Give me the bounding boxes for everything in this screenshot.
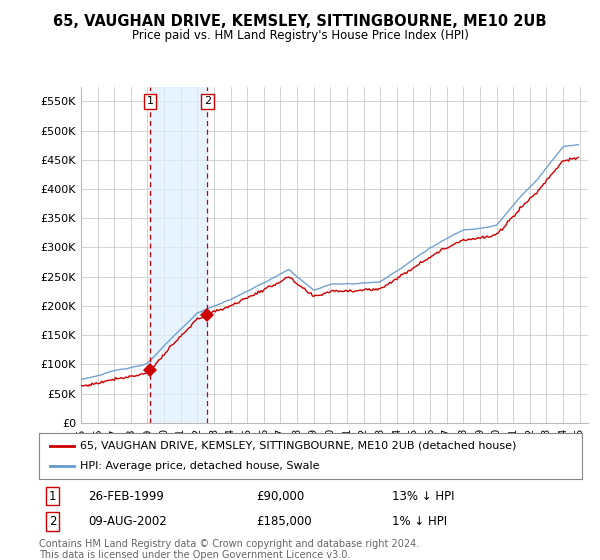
Text: 2: 2 [204,96,211,106]
Text: 26-FEB-1999: 26-FEB-1999 [88,489,164,502]
Text: 09-AUG-2002: 09-AUG-2002 [88,515,167,528]
Bar [150,87,208,423]
Text: 1: 1 [146,96,154,106]
Text: 65, VAUGHAN DRIVE, KEMSLEY, SITTINGBOURNE, ME10 2UB: 65, VAUGHAN DRIVE, KEMSLEY, SITTINGBOURN… [53,14,547,29]
Text: £90,000: £90,000 [256,489,304,502]
Text: £185,000: £185,000 [256,515,312,528]
Text: 1% ↓ HPI: 1% ↓ HPI [392,515,447,528]
Text: 65, VAUGHAN DRIVE, KEMSLEY, SITTINGBOURNE, ME10 2UB (detached house): 65, VAUGHAN DRIVE, KEMSLEY, SITTINGBOURN… [80,441,516,451]
Text: 2: 2 [49,515,56,528]
Text: Price paid vs. HM Land Registry's House Price Index (HPI): Price paid vs. HM Land Registry's House … [131,29,469,42]
Text: Contains HM Land Registry data © Crown copyright and database right 2024.
This d: Contains HM Land Registry data © Crown c… [39,539,419,560]
Text: HPI: Average price, detached house, Swale: HPI: Average price, detached house, Swal… [80,461,319,471]
Text: 13% ↓ HPI: 13% ↓ HPI [392,489,454,502]
Text: 1: 1 [49,489,56,502]
